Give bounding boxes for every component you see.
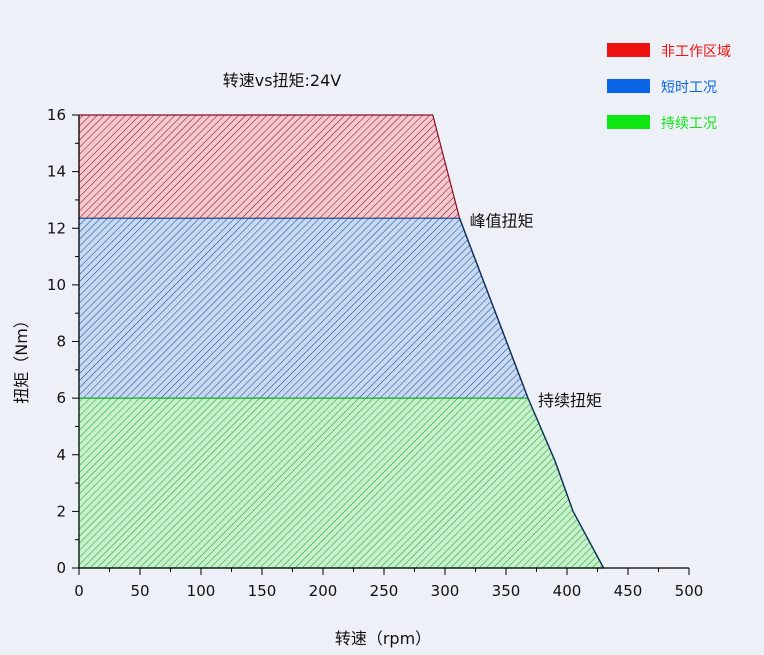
legend-swatch	[607, 43, 650, 57]
x-tick-label: 400	[553, 582, 582, 600]
region-0	[78, 114, 461, 219]
y-tick-label: 12	[47, 219, 66, 237]
curve-annotation: 峰值扭矩	[470, 211, 534, 230]
x-tick-label: 150	[248, 582, 277, 600]
x-tick-label: 300	[431, 582, 460, 600]
y-tick-label: 4	[56, 446, 66, 464]
legend-swatch	[607, 79, 650, 93]
x-tick-label: 350	[492, 582, 521, 600]
x-tick-label: 200	[309, 582, 338, 600]
legend-label: 短时工况	[661, 80, 717, 96]
y-tick-label: 8	[56, 333, 66, 351]
y-tick-label: 16	[47, 106, 66, 124]
x-tick-label: 100	[187, 582, 216, 600]
curve-annotation: 持续扭矩	[538, 391, 602, 410]
x-tick-label: 0	[74, 582, 84, 600]
legend-swatch	[607, 115, 650, 129]
x-tick-label: 250	[370, 582, 399, 600]
legend-label: 非工作区域	[661, 44, 731, 60]
x-tick-label: 500	[675, 582, 704, 600]
chart-title: 转速vs扭矩:24V	[223, 71, 342, 90]
y-tick-label: 10	[47, 276, 66, 294]
y-tick-label: 6	[56, 389, 66, 407]
x-tick-label: 450	[614, 582, 643, 600]
y-axis-label: 扭矩（Nm）	[12, 312, 31, 404]
x-axis-label: 转速（rpm）	[335, 629, 431, 648]
x-tick-label: 50	[130, 582, 149, 600]
y-tick-label: 2	[56, 502, 66, 520]
torque-boundary-curve	[458, 218, 605, 569]
y-tick-label: 14	[47, 163, 66, 181]
region-1	[78, 217, 529, 399]
legend-label: 持续工况	[661, 115, 717, 132]
y-tick-label: 0	[56, 559, 66, 577]
region-2	[78, 397, 605, 569]
